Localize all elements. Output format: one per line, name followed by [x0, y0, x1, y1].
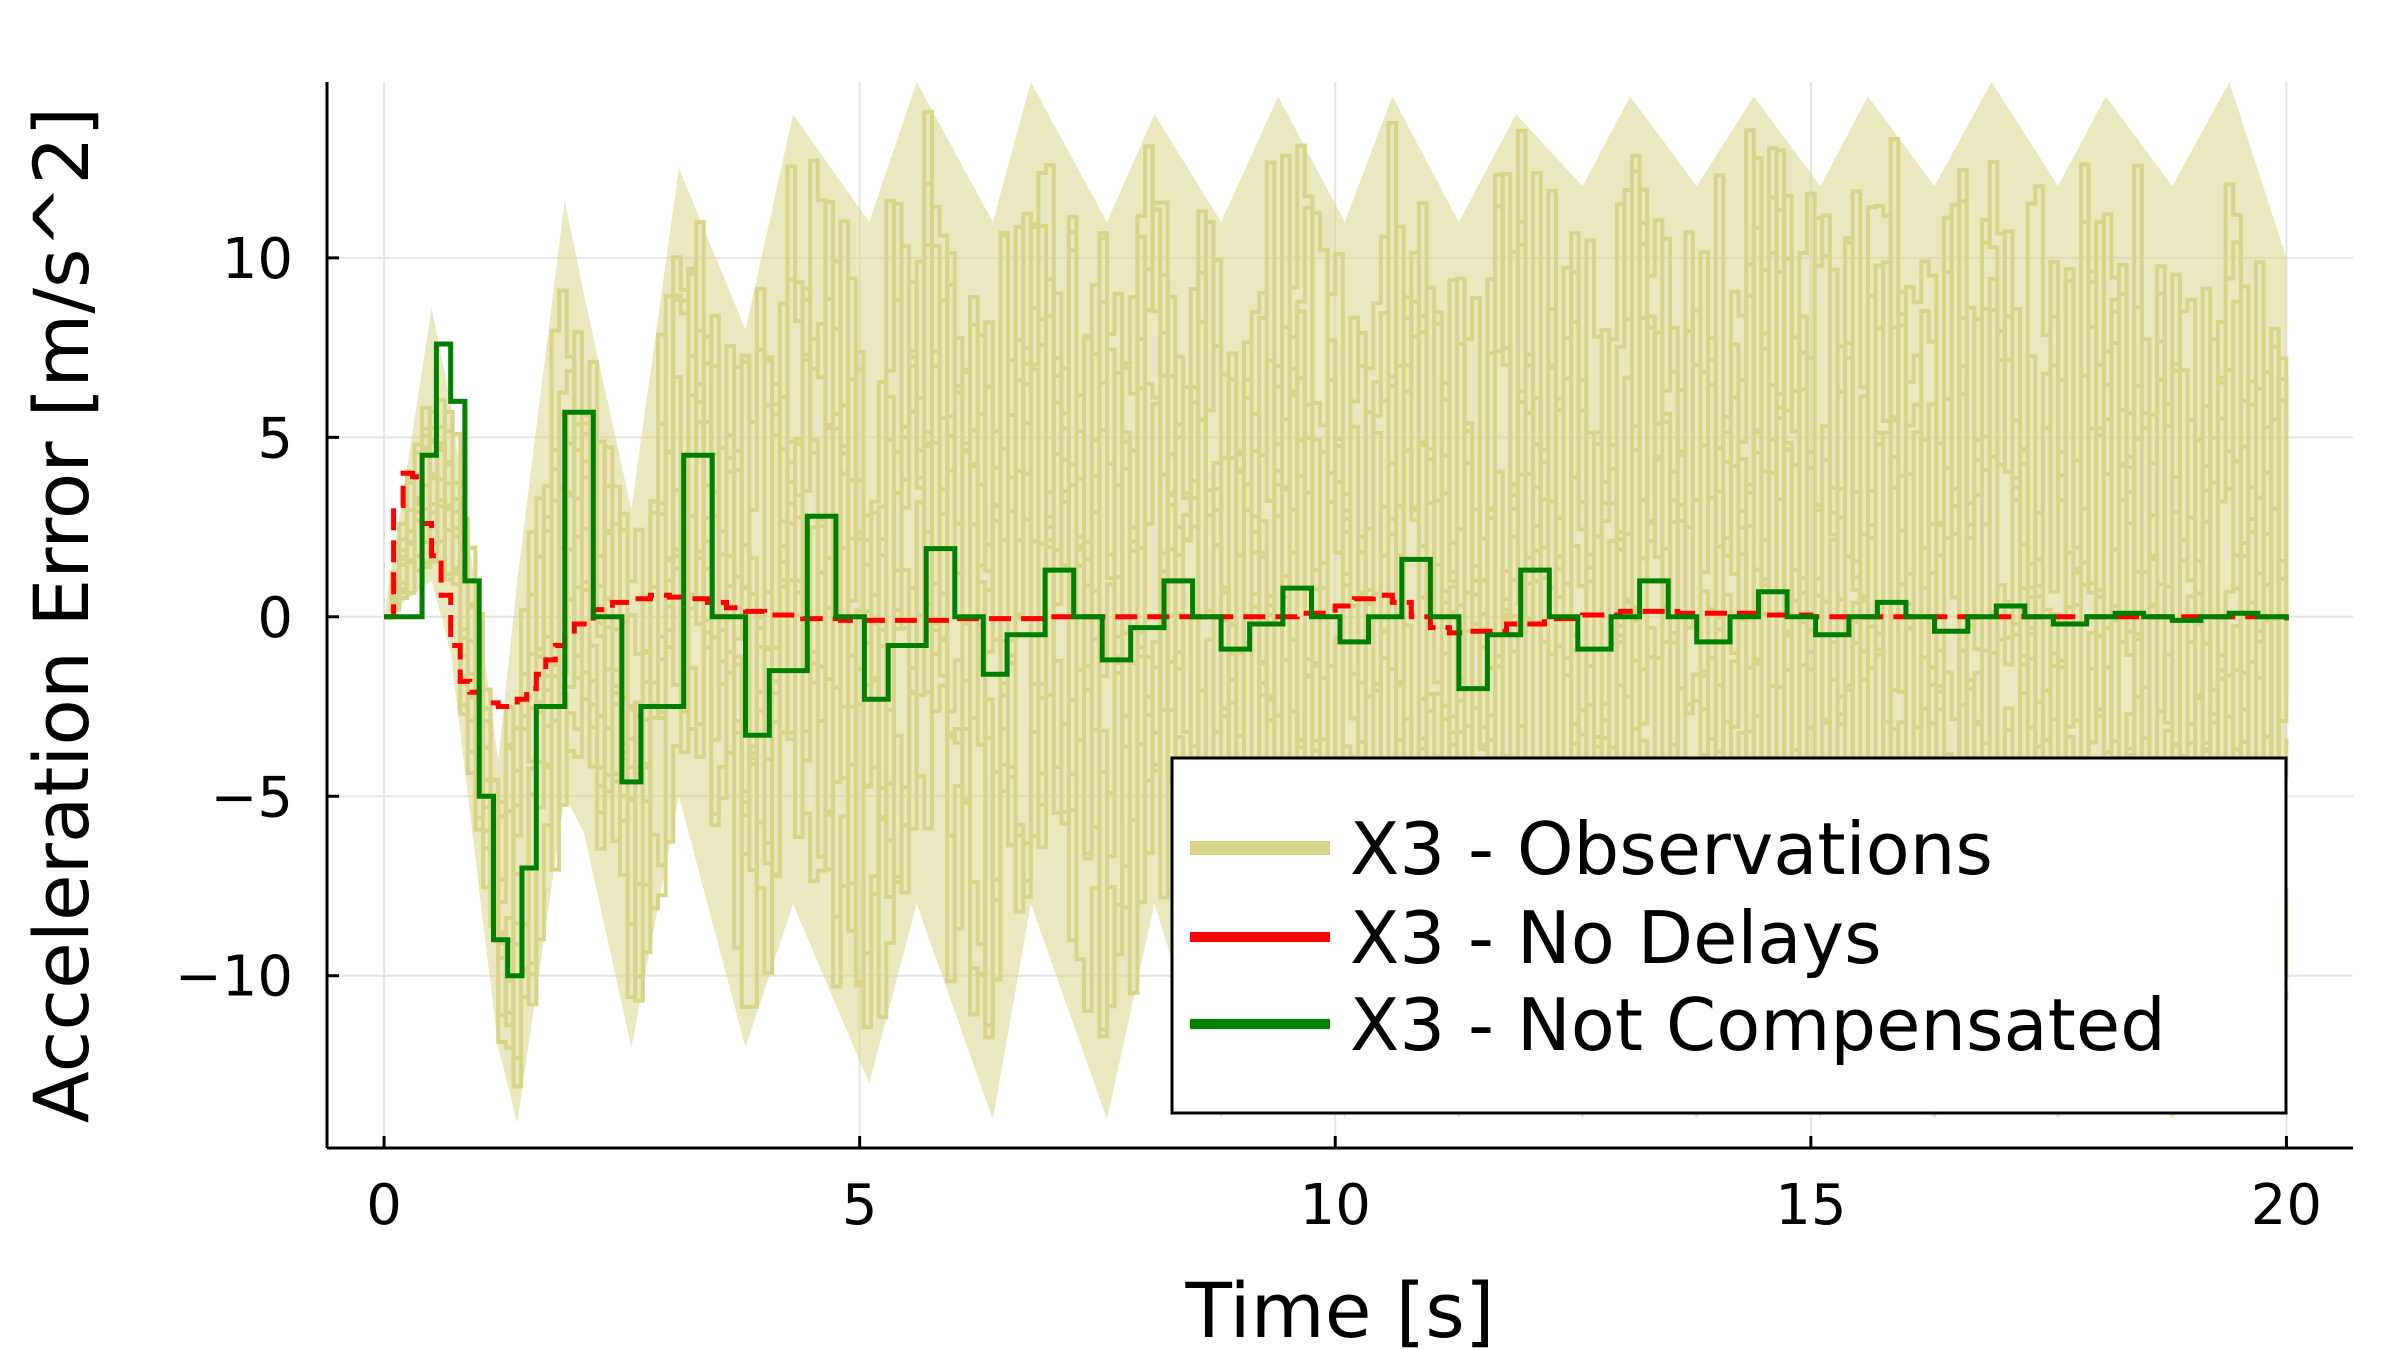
x-tick-label: 0 — [366, 1173, 402, 1238]
y-tick-label: −5 — [210, 765, 293, 830]
x-tick-label: 15 — [1775, 1173, 1846, 1238]
axes — [325, 82, 2353, 1150]
series-no-delays — [384, 470, 2287, 709]
y-tick-label: 5 — [257, 406, 293, 471]
series-not-compensated — [384, 341, 2289, 979]
y-tick-label: 0 — [257, 586, 293, 651]
x-axis-label: Time [s] — [1184, 1266, 1494, 1350]
observations-trace — [384, 148, 2289, 1023]
legend-box — [1170, 756, 2288, 1115]
legend: X3 - Observations X3 - No Delays X3 - No… — [1170, 756, 2288, 1115]
legend-label-no-delays: X3 - No Delays — [1350, 896, 1882, 980]
legend-label-not-compensated: X3 - Not Compensated — [1350, 983, 2166, 1067]
y-tick-label: −10 — [175, 945, 293, 1010]
x-tick-label: 20 — [2251, 1173, 2322, 1238]
y-axis-label: Acceleration Error [m/s^2] — [17, 107, 106, 1123]
y-tick-label: 10 — [222, 227, 293, 292]
x-tick-label: 10 — [1300, 1173, 1371, 1238]
x-tick-label: 5 — [842, 1173, 878, 1238]
legend-label-observations: X3 - Observations — [1350, 807, 1993, 891]
